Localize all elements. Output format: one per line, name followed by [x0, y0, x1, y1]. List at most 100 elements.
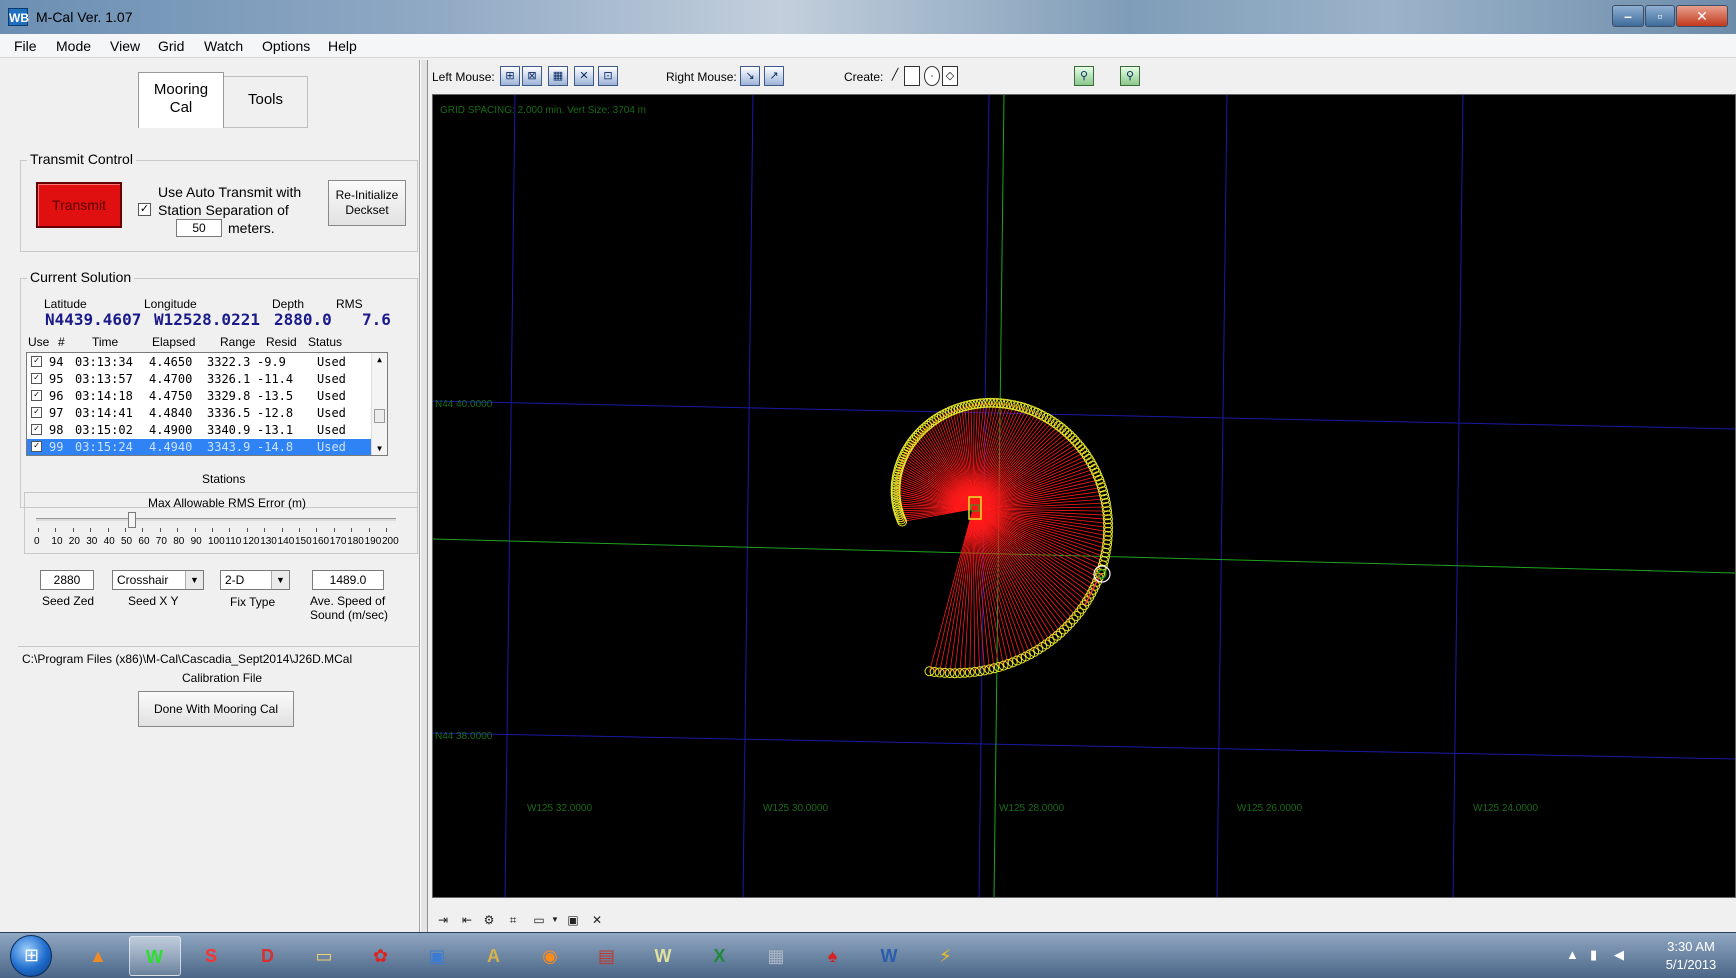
- bottom-toolbar: ⇥ ⇤ ⚙ ⌗ ▭ ▼ ▣ ✕: [430, 908, 1736, 932]
- done-mooring-cal-button[interactable]: Done With Mooring Cal: [138, 691, 294, 727]
- grid-icon[interactable]: ▦: [548, 66, 568, 86]
- solution-row[interactable]: ✓ 97 03:14:41 4.4840 3336.5 -12.8 Used: [27, 405, 372, 422]
- calculator-icon[interactable]: ▦: [767, 946, 785, 966]
- map-viewport[interactable]: GRID SPACING: 2.000 min. Vert Size: 3704…: [432, 94, 1736, 898]
- circle-tool-icon[interactable]: ·: [924, 66, 940, 86]
- wb-icon[interactable]: W: [128, 936, 181, 976]
- close-icon[interactable]: ✕: [591, 913, 603, 927]
- open-folder-icon[interactable]: ▭: [533, 913, 545, 927]
- menu-grid[interactable]: Grid: [158, 38, 185, 54]
- menu-view[interactable]: View: [110, 38, 141, 54]
- sound-speed-input[interactable]: 1489.0: [312, 570, 384, 590]
- clock-time[interactable]: 3:30 AM: [1667, 939, 1715, 954]
- range-ray: [972, 487, 1102, 510]
- fix-type-select[interactable]: 2-D ▼: [220, 570, 290, 590]
- range-ray: [972, 508, 1108, 545]
- lat-label: N44 38.0000: [435, 731, 493, 742]
- zoom-select-icon[interactable]: ⊠: [522, 66, 542, 86]
- minimize-button[interactable]: –: [1612, 5, 1644, 27]
- toolbox-icon[interactable]: ▤: [597, 946, 615, 966]
- maximize-button[interactable]: ▫: [1645, 5, 1675, 27]
- folder-icon[interactable]: ▭: [315, 946, 333, 966]
- network-icon[interactable]: ▮: [1590, 947, 1598, 962]
- separation-unit: meters.: [228, 220, 275, 236]
- reinitialize-deckset-button[interactable]: Re-Initialize Deckset: [328, 180, 406, 226]
- station-circle: [1044, 636, 1055, 647]
- settings-icon[interactable]: ⚙: [483, 913, 495, 927]
- menu-file[interactable]: File: [14, 38, 37, 54]
- acrobat-icon[interactable]: ♠: [827, 946, 838, 966]
- close-button[interactable]: ✕: [1676, 5, 1728, 27]
- menu-mode[interactable]: Mode: [56, 38, 92, 54]
- tray-arrow-icon[interactable]: ▲: [1566, 947, 1579, 962]
- rms-slider-track[interactable]: [36, 518, 396, 521]
- autocad-icon[interactable]: D: [261, 946, 274, 966]
- rectangle-tool-icon[interactable]: [904, 66, 920, 86]
- font-icon[interactable]: A: [487, 946, 500, 966]
- menu-watch[interactable]: Watch: [204, 38, 244, 54]
- firefox-icon[interactable]: ◉: [542, 946, 558, 966]
- point-tool-icon[interactable]: ◇: [942, 66, 958, 86]
- range-ray: [972, 405, 1018, 510]
- matlab-icon[interactable]: ▲: [89, 946, 107, 966]
- pan-icon[interactable]: ↘: [740, 66, 760, 86]
- word-icon[interactable]: W: [880, 946, 898, 966]
- map-canvas[interactable]: GRID SPACING: 2.000 min. Vert Size: 3704…: [433, 95, 1736, 898]
- solution-row[interactable]: ✓ 99 03:15:24 4.4940 3343.9 -14.8 Used: [27, 439, 372, 455]
- solution-row[interactable]: ✓ 94 03:13:34 4.4650 3322.3 -9.9 Used: [27, 354, 372, 371]
- scroll-down-icon[interactable]: ▼: [377, 444, 382, 453]
- winamp-icon[interactable]: W: [654, 946, 672, 966]
- row-use-checkbox[interactable]: ✓: [31, 373, 42, 384]
- scroll-up-icon[interactable]: ▲: [377, 355, 382, 364]
- rms-tick-label: 180: [347, 536, 364, 547]
- tab-mooring-cal[interactable]: Mooring Cal: [138, 72, 224, 128]
- range-ray: [918, 433, 974, 510]
- transmit-button[interactable]: Transmit: [36, 182, 122, 228]
- tool-icon[interactable]: ✿: [372, 946, 389, 966]
- solution-row[interactable]: ✓ 96 03:14:18 4.4750 3329.8 -13.5 Used: [27, 388, 372, 405]
- row-use-checkbox[interactable]: ✓: [31, 356, 42, 367]
- solidworks-icon[interactable]: S: [204, 946, 217, 966]
- rms-slider-thumb[interactable]: [127, 512, 136, 528]
- tab-tools[interactable]: Tools: [224, 76, 308, 128]
- clock-date[interactable]: 5/1/2013: [1665, 957, 1717, 972]
- panel-splitter[interactable]: [420, 60, 428, 932]
- excel-icon[interactable]: X: [713, 946, 726, 966]
- scroll-thumb[interactable]: [374, 409, 385, 423]
- pan-alt-icon[interactable]: ↗: [764, 66, 784, 86]
- seed-zed-input[interactable]: 2880: [40, 570, 94, 590]
- range-ray: [972, 429, 1065, 510]
- row-status: Used: [317, 440, 346, 454]
- solution-list[interactable]: ✓ 94 03:13:34 4.4650 3322.3 -9.9 Used ✓ 95 03:13:…: [26, 352, 388, 456]
- measure-icon[interactable]: ⊡: [598, 66, 618, 86]
- zoom-in-icon[interactable]: ⚲: [1074, 66, 1094, 86]
- zoom-out-icon[interactable]: ⚲: [1120, 66, 1140, 86]
- export-icon[interactable]: ⇤: [461, 913, 473, 927]
- volume-icon[interactable]: ◀: [1614, 947, 1624, 962]
- plugin-icon[interactable]: ⚡: [939, 946, 952, 966]
- separation-input[interactable]: 50: [176, 219, 222, 237]
- line-tool-icon[interactable]: ╱: [891, 69, 899, 81]
- row-use-checkbox[interactable]: ✓: [31, 424, 42, 435]
- chevron-down-icon[interactable]: ▼: [551, 915, 559, 924]
- solution-latitude: N4439.4607: [45, 310, 142, 329]
- grid-options-icon[interactable]: ⌗: [509, 913, 517, 927]
- solution-row[interactable]: ✓ 95 03:13:57 4.4700 3326.1 -11.4 Used: [27, 371, 372, 388]
- solution-list-scrollbar[interactable]: ▲ ▼: [371, 353, 387, 455]
- rms-tick-mark: [386, 528, 387, 532]
- cross-icon[interactable]: ✕: [574, 66, 594, 86]
- import-icon[interactable]: ⇥: [437, 913, 449, 927]
- row-use-checkbox[interactable]: ✓: [31, 390, 42, 401]
- row-use-checkbox[interactable]: ✓: [31, 441, 42, 452]
- solution-row[interactable]: ✓ 98 03:15:02 4.4900 3340.9 -13.1 Used: [27, 422, 372, 439]
- menu-options[interactable]: Options: [262, 38, 311, 54]
- zoom-box-icon[interactable]: ⊞: [500, 66, 520, 86]
- menu-help[interactable]: Help: [328, 38, 357, 54]
- row-use-checkbox[interactable]: ✓: [31, 407, 42, 418]
- start-button[interactable]: ⊞: [10, 935, 52, 977]
- monitor-icon[interactable]: ▣: [428, 946, 446, 966]
- seed-xy-select[interactable]: Crosshair ▼: [112, 570, 204, 590]
- range-ray: [972, 508, 1092, 594]
- auto-transmit-checkbox[interactable]: ✓: [138, 203, 151, 216]
- save-icon[interactable]: ▣: [567, 913, 579, 927]
